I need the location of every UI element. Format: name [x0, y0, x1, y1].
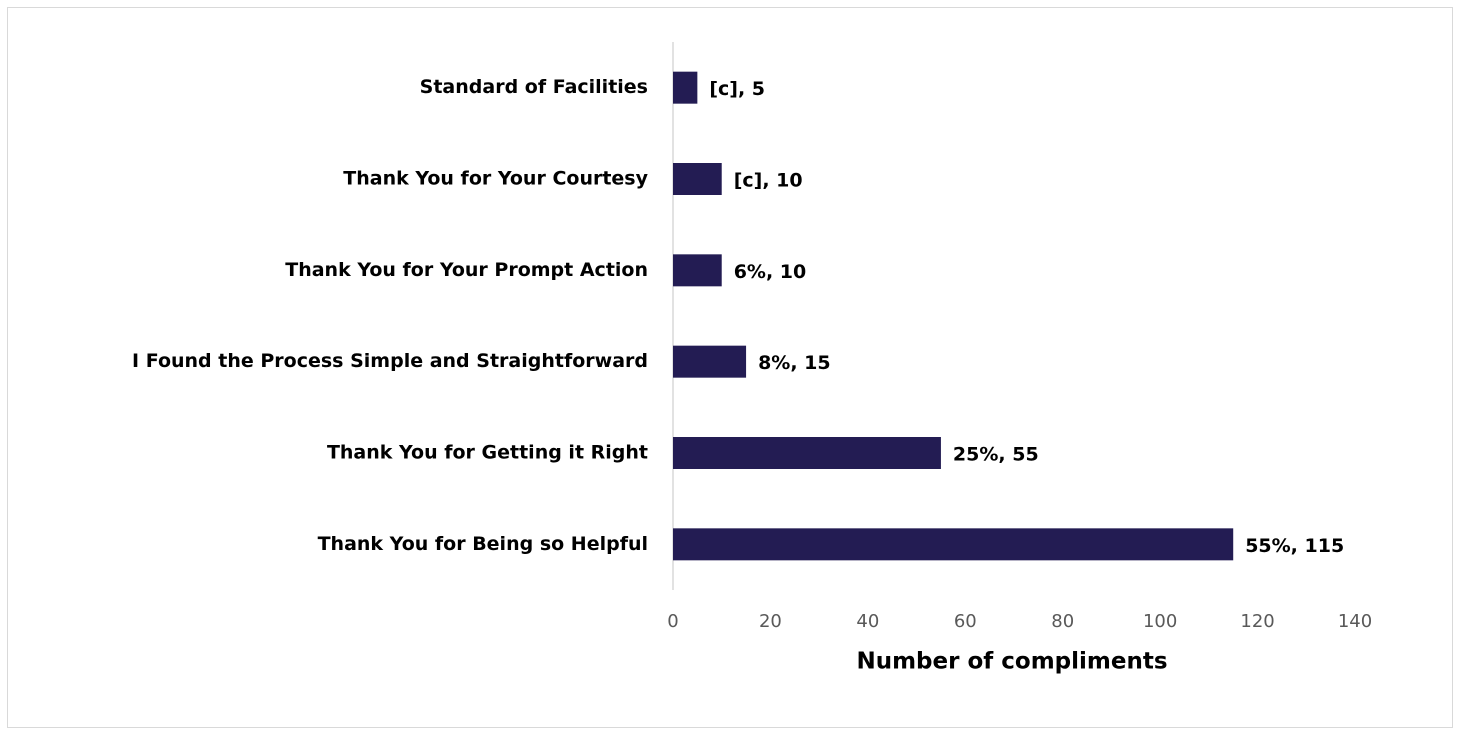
bar: [673, 254, 722, 287]
bar: [673, 163, 722, 195]
data-label: 55%, 115: [1245, 535, 1344, 557]
bar: [673, 437, 941, 469]
data-label: [c], 5: [709, 78, 765, 100]
data-label: [c], 10: [734, 170, 803, 192]
data-label: 25%, 55: [953, 444, 1039, 466]
category-label: Thank You for Being so Helpful: [318, 533, 648, 555]
x-axis-title: Number of compliments: [856, 649, 1167, 675]
category-label: Thank You for Your Courtesy: [343, 168, 648, 190]
x-tick-label: 80: [1051, 611, 1074, 632]
x-tick-label: 100: [1143, 611, 1177, 632]
bar: [673, 71, 698, 104]
x-tick-label: 0: [667, 611, 678, 632]
bar: [673, 345, 747, 378]
data-label: 8%, 15: [758, 352, 831, 374]
x-tick-label: 140: [1338, 611, 1372, 632]
x-tick-label: 20: [759, 611, 782, 632]
x-tick-label: 120: [1240, 611, 1274, 632]
x-tick-label: 40: [856, 611, 879, 632]
category-label: I Found the Process Simple and Straightf…: [132, 350, 648, 372]
bar: [673, 528, 1234, 561]
category-label: Standard of Facilities: [420, 76, 648, 98]
category-label: Thank You for Your Prompt Action: [285, 259, 648, 281]
x-tick-label: 60: [954, 611, 977, 632]
data-label: 6%, 10: [734, 261, 807, 283]
category-label: Thank You for Getting it Right: [327, 442, 648, 464]
